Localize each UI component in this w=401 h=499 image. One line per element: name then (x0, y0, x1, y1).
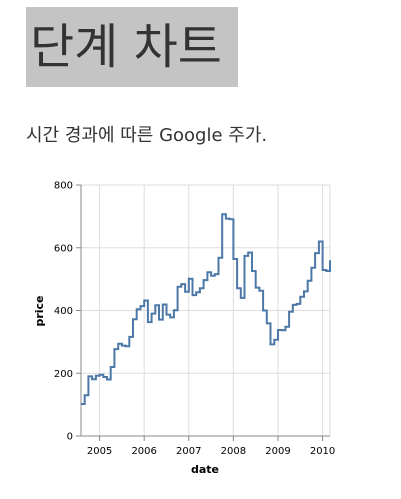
y-tick-label: 200 (54, 369, 73, 380)
x-tick-label: 2010 (310, 446, 335, 457)
step-chart: 0 200 400 600 800 2005 2006 2007 2008 2009 2010 da… (0, 170, 401, 490)
x-tick-label: 2006 (131, 446, 156, 457)
x-tick-label: 2005 (87, 446, 112, 457)
y-axis-title: price (33, 295, 46, 326)
x-tick-label: 2007 (176, 446, 201, 457)
x-axis-title: date (191, 463, 219, 476)
y-tick-label: 800 (54, 181, 73, 192)
y-tick-label: 0 (67, 432, 73, 443)
x-tick-label: 2008 (221, 446, 246, 457)
x-tick-label: 2009 (265, 446, 290, 457)
title-highlight: 단계 차트 (26, 7, 238, 87)
y-tick-label: 400 (54, 306, 73, 317)
axes: 0 200 400 600 800 2005 2006 2007 2008 2009 2010 (54, 181, 335, 458)
price-step-line (81, 214, 330, 404)
y-tick-label: 600 (54, 243, 73, 254)
page-description: 시간 경과에 따른 Google 주가. (26, 124, 267, 148)
page-title: 단계 차트 (30, 15, 222, 79)
chart-container: 0 200 400 600 800 2005 2006 2007 2008 2009 2010 da… (0, 170, 401, 490)
